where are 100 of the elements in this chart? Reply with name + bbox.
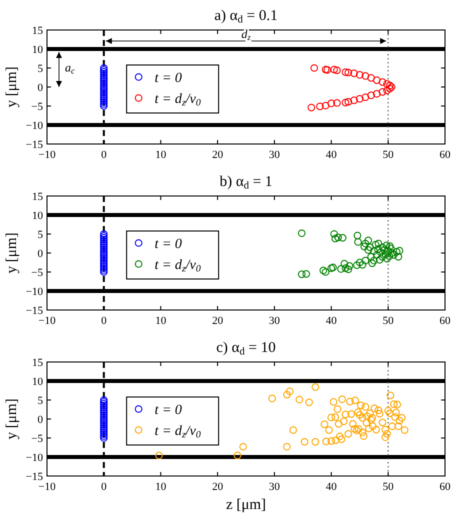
x-axis-title: z [μm] [226,497,266,513]
point [322,268,330,276]
point [298,270,306,278]
point [302,270,310,278]
point [308,104,316,112]
point [100,408,108,416]
point [367,92,375,100]
point [342,68,350,76]
y-tick-label: 5 [38,63,44,75]
point [383,86,391,94]
legend-label: t = d$_{z}$/v$_{0}$ [154,258,201,274]
point [396,246,404,255]
point [392,248,400,256]
point [324,66,332,74]
point [342,264,350,272]
point [390,251,398,259]
point [383,80,391,88]
point [100,398,108,406]
point [374,245,382,253]
point [356,94,364,103]
x-tick-label: 50 [382,315,394,327]
point [383,254,391,262]
y-axis-title: y [μm] [4,66,20,108]
point [380,246,388,254]
point [344,68,352,76]
y-tick-label: 15 [32,191,44,203]
annotation: a$_{c}$ [65,60,75,76]
x-tick-label: 30 [268,481,280,493]
point [100,66,108,74]
x-tick-label: 60 [440,315,451,327]
point [376,256,384,264]
point [100,417,108,425]
point [100,247,108,255]
point [331,234,340,242]
point [333,66,341,74]
point [372,251,381,259]
point [350,96,358,104]
point [100,406,108,414]
point [322,102,330,110]
point [100,432,108,440]
point [327,100,336,108]
point [354,238,362,246]
point [364,236,372,244]
y-tick-label: −15 [26,139,44,151]
x-tick-label: 20 [212,149,224,161]
point [378,88,386,96]
y-tick-label: 15 [32,357,44,369]
point [342,98,350,106]
point [372,76,381,84]
point [386,242,394,250]
y-tick-label: 5 [38,395,44,407]
y-tick-label: −15 [26,471,44,483]
legend-label: t = 0 [154,237,182,252]
chart-title: a) α$_{d}$ = 0.1 [214,8,278,26]
point [350,70,358,78]
point [100,85,108,93]
y-axis-title: y [μm] [4,398,20,440]
legend-label: t = 0 [154,71,182,86]
point [362,72,370,80]
x-tick-label: 10 [155,315,167,327]
point [100,76,108,84]
x-tick-label: 40 [326,481,338,493]
y-tick-label: 0 [38,82,44,94]
point [100,100,108,108]
point [320,266,328,274]
y-tick-label: 15 [32,25,44,37]
point [354,232,362,240]
annotation: d$_{z}$ [241,27,252,42]
point [100,434,108,442]
legend-label: t = 0 [154,403,182,418]
point [100,74,108,82]
point [100,242,108,250]
legend-label: t = d$_{z}$/v$_{0}$ [154,424,201,440]
x-tick-label: 50 [382,149,394,161]
point [100,424,108,432]
point [298,229,306,238]
point [100,102,108,110]
point [334,234,342,242]
point [100,422,108,430]
point [372,240,380,248]
y-tick-label: 0 [38,248,44,260]
point [100,92,108,100]
y-tick-label: −5 [31,433,44,445]
y-tick-label: −5 [31,267,44,279]
point [388,249,396,257]
point [100,251,108,259]
point [340,260,348,268]
point [100,81,108,89]
point [394,253,402,261]
x-tick-label: 50 [382,481,394,493]
point [100,396,108,404]
y-tick-label: 5 [38,229,44,241]
point [382,242,390,250]
point [333,99,341,107]
point [316,102,324,110]
x-tick-label: 0 [101,481,108,493]
x-tick-label: 60 [440,149,451,161]
y-axis-title: y [μm] [4,232,20,274]
x-tick-label: 20 [212,315,224,327]
point [100,238,108,246]
